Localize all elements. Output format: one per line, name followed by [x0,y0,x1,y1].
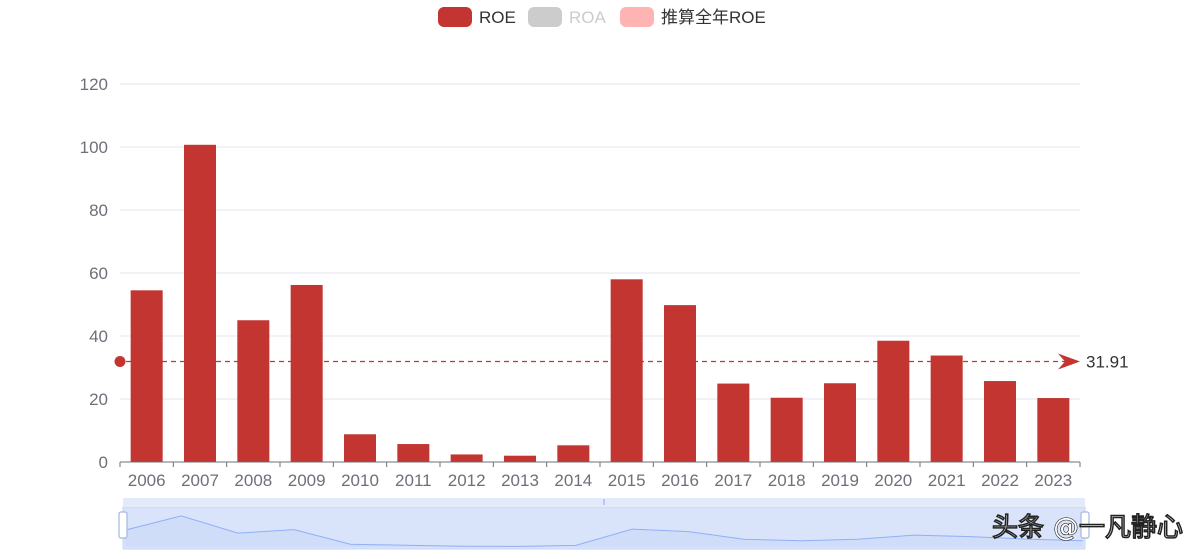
x-tick-label: 2012 [448,471,486,490]
bar-2010[interactable] [344,434,376,462]
x-tick-label: 2023 [1034,471,1072,490]
bar-2007[interactable] [184,144,216,463]
x-tick-label: 2008 [234,471,272,490]
bar-2017[interactable] [717,383,750,462]
y-tick-label: 120 [80,75,108,94]
x-tick-label: 2022 [981,471,1019,490]
x-tick-label: 2010 [341,471,379,490]
watermark-text: 头条 @一凡静心 [992,512,1183,543]
y-tick-label: 80 [89,201,108,220]
x-tick-label: 2020 [874,471,912,490]
legend-item-0[interactable]: ROE [438,7,516,27]
bar-2008[interactable] [237,320,270,462]
bar-2018[interactable] [770,397,803,462]
bar-2023[interactable] [1037,398,1070,462]
bar-2020[interactable] [877,340,910,462]
x-tick-label: 2015 [608,471,646,490]
grid-lines [120,83,1080,400]
x-tick-label: 2007 [181,471,219,490]
legend-swatch [528,7,562,27]
mark-line-arrow [1058,353,1080,370]
bar-2016[interactable] [664,305,696,462]
x-tick-label: 2014 [554,471,592,490]
legend-item-1[interactable]: ROA [528,7,607,27]
x-tick-label: 2011 [395,471,432,490]
x-axis: 2006 2007 2008 2009 2010 2011 2012 2013 2014 2015… [119,461,1081,490]
bar-2019[interactable] [824,383,856,462]
legend-swatch [620,7,654,27]
bar-2021[interactable] [930,355,963,462]
bar-2006[interactable] [130,290,163,462]
data-zoom-slider[interactable]: ‖ [118,498,1090,550]
zoom-start-handle[interactable] [118,511,128,539]
zoom-move-handle[interactable] [123,498,1085,506]
x-tick-label: 2021 [928,471,966,490]
bar-2009[interactable] [290,284,323,462]
mark-line-label: 31.91 [1086,352,1129,371]
y-tick-label: 20 [89,390,108,409]
bar-2011[interactable] [397,444,430,462]
bar-series-roe [130,144,1070,463]
zoom-preview-area [125,515,1083,547]
y-axis: 0 20 40 60 80 100 120 [80,75,108,472]
x-tick-label: 2009 [288,471,326,490]
legend-label: 推算全年ROE [661,8,766,27]
y-tick-label: 100 [80,138,108,157]
y-tick-label: 40 [89,327,108,346]
legend-label: ROA [569,8,607,27]
x-tick-label: 2013 [501,471,539,490]
x-tick-label: 2016 [661,471,699,490]
legend-item-2[interactable]: 推算全年ROE [620,7,766,27]
y-tick-label: 60 [89,264,108,283]
y-tick-label: 0 [99,453,108,472]
x-tick-label: 2018 [768,471,806,490]
legend-swatch [438,7,472,27]
zoom-grip-icon: ‖ [602,498,605,507]
x-tick-label: 2017 [714,471,752,490]
bar-2013[interactable] [504,455,536,462]
x-tick-label: 2019 [821,471,859,490]
average-mark-line: 31.91 [114,352,1129,371]
mark-line-start-symbol [114,355,126,367]
x-tick-label: 2006 [128,471,166,490]
zoom-preview-line [124,515,1084,547]
bar-2012[interactable] [450,454,483,462]
bar-2014[interactable] [557,445,590,462]
watermark: 头条 @一凡静心 [992,512,1184,544]
bar-2015[interactable] [610,279,643,462]
bar-2022[interactable] [984,381,1016,462]
zoom-end-handle[interactable] [1080,511,1090,539]
legend: ROE ROA 推算全年ROE [438,7,766,27]
legend-label: ROE [479,8,516,27]
